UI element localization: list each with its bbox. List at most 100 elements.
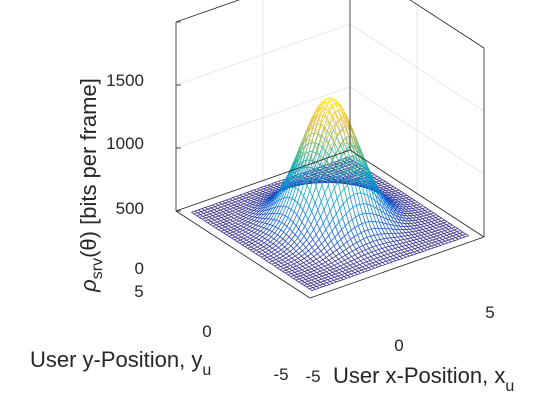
surface-mesh-line [277,182,282,185]
surface-mesh-line [369,258,374,261]
surface-mesh-line [301,267,306,271]
surface-mesh-line [204,210,208,213]
surface-mesh-line [303,178,308,181]
surface-mesh-line [404,247,409,250]
surface-mesh-line [360,271,365,274]
surface-mesh-line [249,239,253,243]
surface-mesh-line [306,272,311,276]
surface-mesh-line [308,264,313,268]
surface-mesh-line [289,197,293,199]
surface-mesh-line [293,202,298,212]
surface-mesh-line [319,107,323,116]
surface-mesh-line [227,207,231,210]
surface-mesh-line [395,243,400,245]
surface-mesh-line [301,214,306,223]
surface-mesh-line [264,184,269,187]
surface-mesh-line [251,204,256,208]
surface-mesh-line [272,243,277,246]
surface-mesh-line [261,240,265,244]
surface-mesh-line [239,230,243,233]
surface-mesh-line [288,198,293,208]
surface-mesh-line [294,199,298,204]
surface-mesh-line [287,178,292,189]
surface-mesh-line [399,214,403,218]
surface-mesh-line [428,242,433,245]
surface-mesh-line [238,233,243,236]
surface-mesh-line [231,201,236,204]
surface-mesh-line [383,238,387,244]
surface-mesh-line [346,175,350,179]
surface-mesh-line [282,269,287,272]
surface-mesh-line [361,222,366,225]
surface-mesh-line [330,279,334,282]
surface-mesh-line [405,229,410,233]
surface-mesh-line [324,193,328,203]
surface-mesh-line [205,207,209,210]
surface-mesh-line [284,272,289,276]
surface-mesh-line [298,269,302,272]
surface-mesh-line [381,252,385,256]
surface-mesh-line [289,268,293,271]
surface-mesh-line [393,240,397,242]
surface-mesh-line [312,287,316,290]
surface-mesh-line [259,250,263,253]
surface-mesh-line [445,226,450,228]
surface-mesh-line [391,233,395,238]
surface-mesh-line [434,233,438,237]
surface-mesh-line [301,221,306,227]
surface-mesh-line [310,173,314,180]
surface-mesh-line [344,120,348,132]
surface-mesh-line [309,273,314,276]
surface-mesh-line [293,261,298,265]
surface-mesh-line [451,238,455,241]
surface-mesh-line [262,250,266,253]
surface-mesh-line [415,219,420,221]
surface-mesh-line [374,234,378,236]
surface-mesh-line [378,228,382,235]
surface-mesh-line [380,233,385,239]
surface-mesh-line [261,238,266,242]
surface-mesh-line [294,257,299,261]
surface-mesh-line [277,251,281,255]
surface-mesh-line [213,212,217,215]
surface-mesh-line [412,253,417,256]
surface-mesh-line [431,230,436,233]
surface-mesh-line [459,231,464,234]
surface-mesh-line [319,259,323,263]
surface-mesh-line [305,262,310,266]
surface-mesh-line [330,187,335,196]
surface-mesh-line [384,212,388,216]
surface-mesh-line [379,195,384,201]
surface-mesh-line [267,223,271,225]
surface-mesh-line [281,262,285,266]
surface-mesh-line [424,222,429,224]
surface-mesh-line [326,147,331,157]
surface-mesh-line [290,200,296,210]
surface-mesh-line [425,231,429,234]
surface-mesh-line [244,211,248,214]
z-tick-label: 0 [135,259,144,278]
surface-mesh-line [348,270,353,273]
surface-mesh-line [365,249,369,254]
surface-mesh-line [397,219,402,224]
surface-mesh-line [427,210,432,213]
surface-mesh-line [246,194,250,198]
surface-mesh-line [261,207,266,212]
surface-mesh-line [202,215,206,219]
surface-mesh-line [264,255,268,258]
surface-mesh-line [452,224,456,228]
surface-mesh-line [207,207,212,210]
surface-mesh-line [378,183,382,186]
surface-mesh-line [376,257,380,261]
surface-mesh-line [417,246,422,248]
surface-mesh-line [389,256,394,260]
surface-mesh-line [253,220,258,225]
surface-mesh-line [392,203,397,207]
surface-mesh-line [385,205,389,212]
surface-mesh-line [369,204,374,215]
surface-mesh-line [440,222,444,225]
surface-mesh-line [363,203,367,214]
surface-mesh-line [278,247,282,250]
surface-mesh-line [218,226,222,229]
surface-mesh-line [246,238,251,241]
